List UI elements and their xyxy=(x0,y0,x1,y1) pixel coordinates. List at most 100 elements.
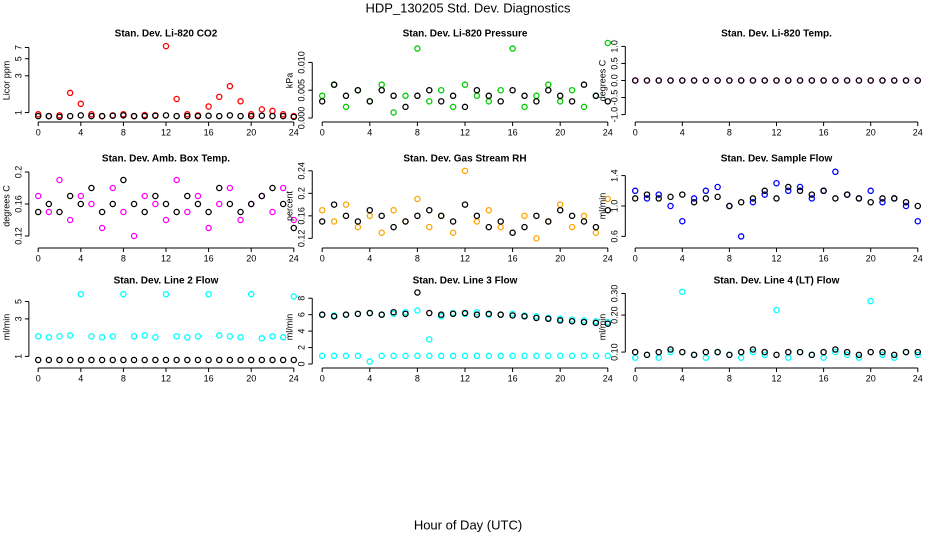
x-tick-label: 4 xyxy=(680,253,685,263)
point xyxy=(545,81,552,88)
point xyxy=(521,212,528,220)
point xyxy=(737,198,745,206)
point xyxy=(109,333,117,340)
point xyxy=(521,313,528,320)
point xyxy=(556,92,564,100)
point xyxy=(592,223,600,231)
point xyxy=(667,348,674,356)
point xyxy=(56,113,63,121)
point xyxy=(205,290,212,298)
x-tick-label: 4 xyxy=(680,373,685,383)
point xyxy=(247,356,255,364)
x-tick-label: 12 xyxy=(771,373,781,383)
point xyxy=(773,351,780,359)
point xyxy=(414,45,421,52)
point xyxy=(269,184,276,192)
point xyxy=(714,348,721,356)
point xyxy=(237,356,244,364)
point xyxy=(162,112,170,119)
y-tick-label: 0.20 xyxy=(610,306,620,324)
y-tick-label: 1.0 xyxy=(610,40,620,53)
point xyxy=(98,112,106,120)
point xyxy=(173,176,180,184)
point xyxy=(342,103,350,111)
y-tick-label: 2 xyxy=(297,345,307,350)
point xyxy=(449,92,457,100)
point xyxy=(141,112,148,120)
x-tick-label: 4 xyxy=(367,373,372,383)
point xyxy=(485,223,493,231)
y-tick-label: 0.16 xyxy=(13,195,23,213)
point xyxy=(130,200,138,208)
point xyxy=(226,200,234,208)
x-tick-label: 20 xyxy=(555,253,565,263)
point xyxy=(247,200,255,208)
point xyxy=(258,192,266,200)
x-tick-label: 0 xyxy=(633,127,638,137)
panel: Stan. Dev. Line 2 Flow ml/min 0 4 8 12 16 20 24 1… xyxy=(1,276,299,384)
point xyxy=(184,112,191,120)
point xyxy=(820,187,827,195)
point xyxy=(679,217,686,225)
point xyxy=(66,112,74,120)
point xyxy=(533,314,540,322)
point xyxy=(726,202,733,210)
point xyxy=(580,218,588,225)
point xyxy=(702,187,710,195)
point xyxy=(279,112,287,120)
point xyxy=(378,311,385,318)
point xyxy=(485,206,493,214)
point xyxy=(497,218,504,225)
point xyxy=(568,212,576,220)
point xyxy=(679,348,686,356)
point xyxy=(247,290,255,298)
point xyxy=(843,77,851,84)
point xyxy=(237,334,244,341)
point xyxy=(141,356,148,364)
point xyxy=(832,346,839,353)
point xyxy=(437,98,445,105)
point xyxy=(461,201,469,208)
y-tick-label: 0.0 xyxy=(610,74,620,87)
point xyxy=(509,229,516,236)
point xyxy=(205,112,212,119)
panel: Stan. Dev. Li-820 Temp. degrees C 0 4 8 12 16 2… xyxy=(598,29,923,138)
point xyxy=(390,206,397,214)
point xyxy=(714,183,721,191)
point xyxy=(88,356,95,364)
point xyxy=(902,77,910,84)
point xyxy=(330,352,338,360)
point xyxy=(449,229,457,236)
point xyxy=(215,112,223,120)
point xyxy=(414,92,421,100)
point xyxy=(449,103,457,111)
point xyxy=(141,208,148,216)
point xyxy=(366,206,374,214)
point xyxy=(737,354,745,361)
point xyxy=(426,352,433,360)
point xyxy=(592,92,600,100)
point xyxy=(855,77,863,84)
point xyxy=(902,202,910,210)
point xyxy=(414,195,421,203)
point xyxy=(473,352,481,360)
point xyxy=(521,92,528,100)
point xyxy=(152,356,159,364)
y-tick-label: 1.0 xyxy=(610,200,620,213)
point xyxy=(290,113,298,121)
x-tick-label: 20 xyxy=(246,127,256,137)
point xyxy=(485,92,493,100)
y-tick-label: 0.12 xyxy=(13,227,23,245)
x-tick-label: 8 xyxy=(415,127,420,137)
point xyxy=(66,332,74,339)
x-tick-label: 16 xyxy=(508,373,518,383)
x-tick-label: 24 xyxy=(289,373,299,383)
x-tick-label: 4 xyxy=(680,127,685,137)
point xyxy=(366,212,374,220)
point xyxy=(173,95,180,103)
panel-title: Stan. Dev. Line 4 (LT) Flow xyxy=(714,276,840,287)
point xyxy=(45,334,53,341)
point xyxy=(45,356,53,364)
point xyxy=(258,335,266,342)
point xyxy=(120,112,127,119)
